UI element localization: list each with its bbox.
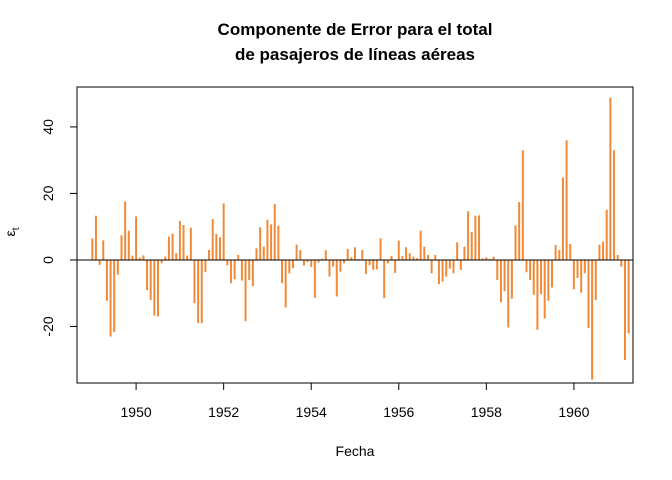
- x-tick-label: 1960: [558, 404, 589, 420]
- y-axis-label-main: ε: [2, 230, 18, 236]
- x-tick-label: 1950: [121, 404, 152, 420]
- chart-title-line2: de pasajeros de líneas aéreas: [235, 45, 475, 64]
- y-tick-label: 0: [40, 256, 56, 264]
- y-axis-label-sub: t: [11, 227, 22, 230]
- y-axis: -20 0 20 40: [40, 119, 78, 337]
- chart-title-line1: Componente de Error para el total: [218, 20, 493, 39]
- y-tick-label: -20: [40, 316, 56, 336]
- x-axis-label: Fecha: [336, 443, 375, 459]
- y-tick-label: 20: [40, 185, 56, 201]
- y-tick-label: 40: [40, 119, 56, 135]
- x-axis: 1950 1952 1954 1956 1958 1960: [121, 382, 590, 420]
- x-tick-label: 1956: [383, 404, 414, 420]
- x-tick-label: 1958: [471, 404, 502, 420]
- plot-frame: [76, 86, 634, 384]
- y-axis-label: εt: [2, 227, 22, 236]
- x-tick-label: 1954: [296, 404, 327, 420]
- bar-series: [91, 97, 630, 380]
- x-tick-label: 1952: [208, 404, 239, 420]
